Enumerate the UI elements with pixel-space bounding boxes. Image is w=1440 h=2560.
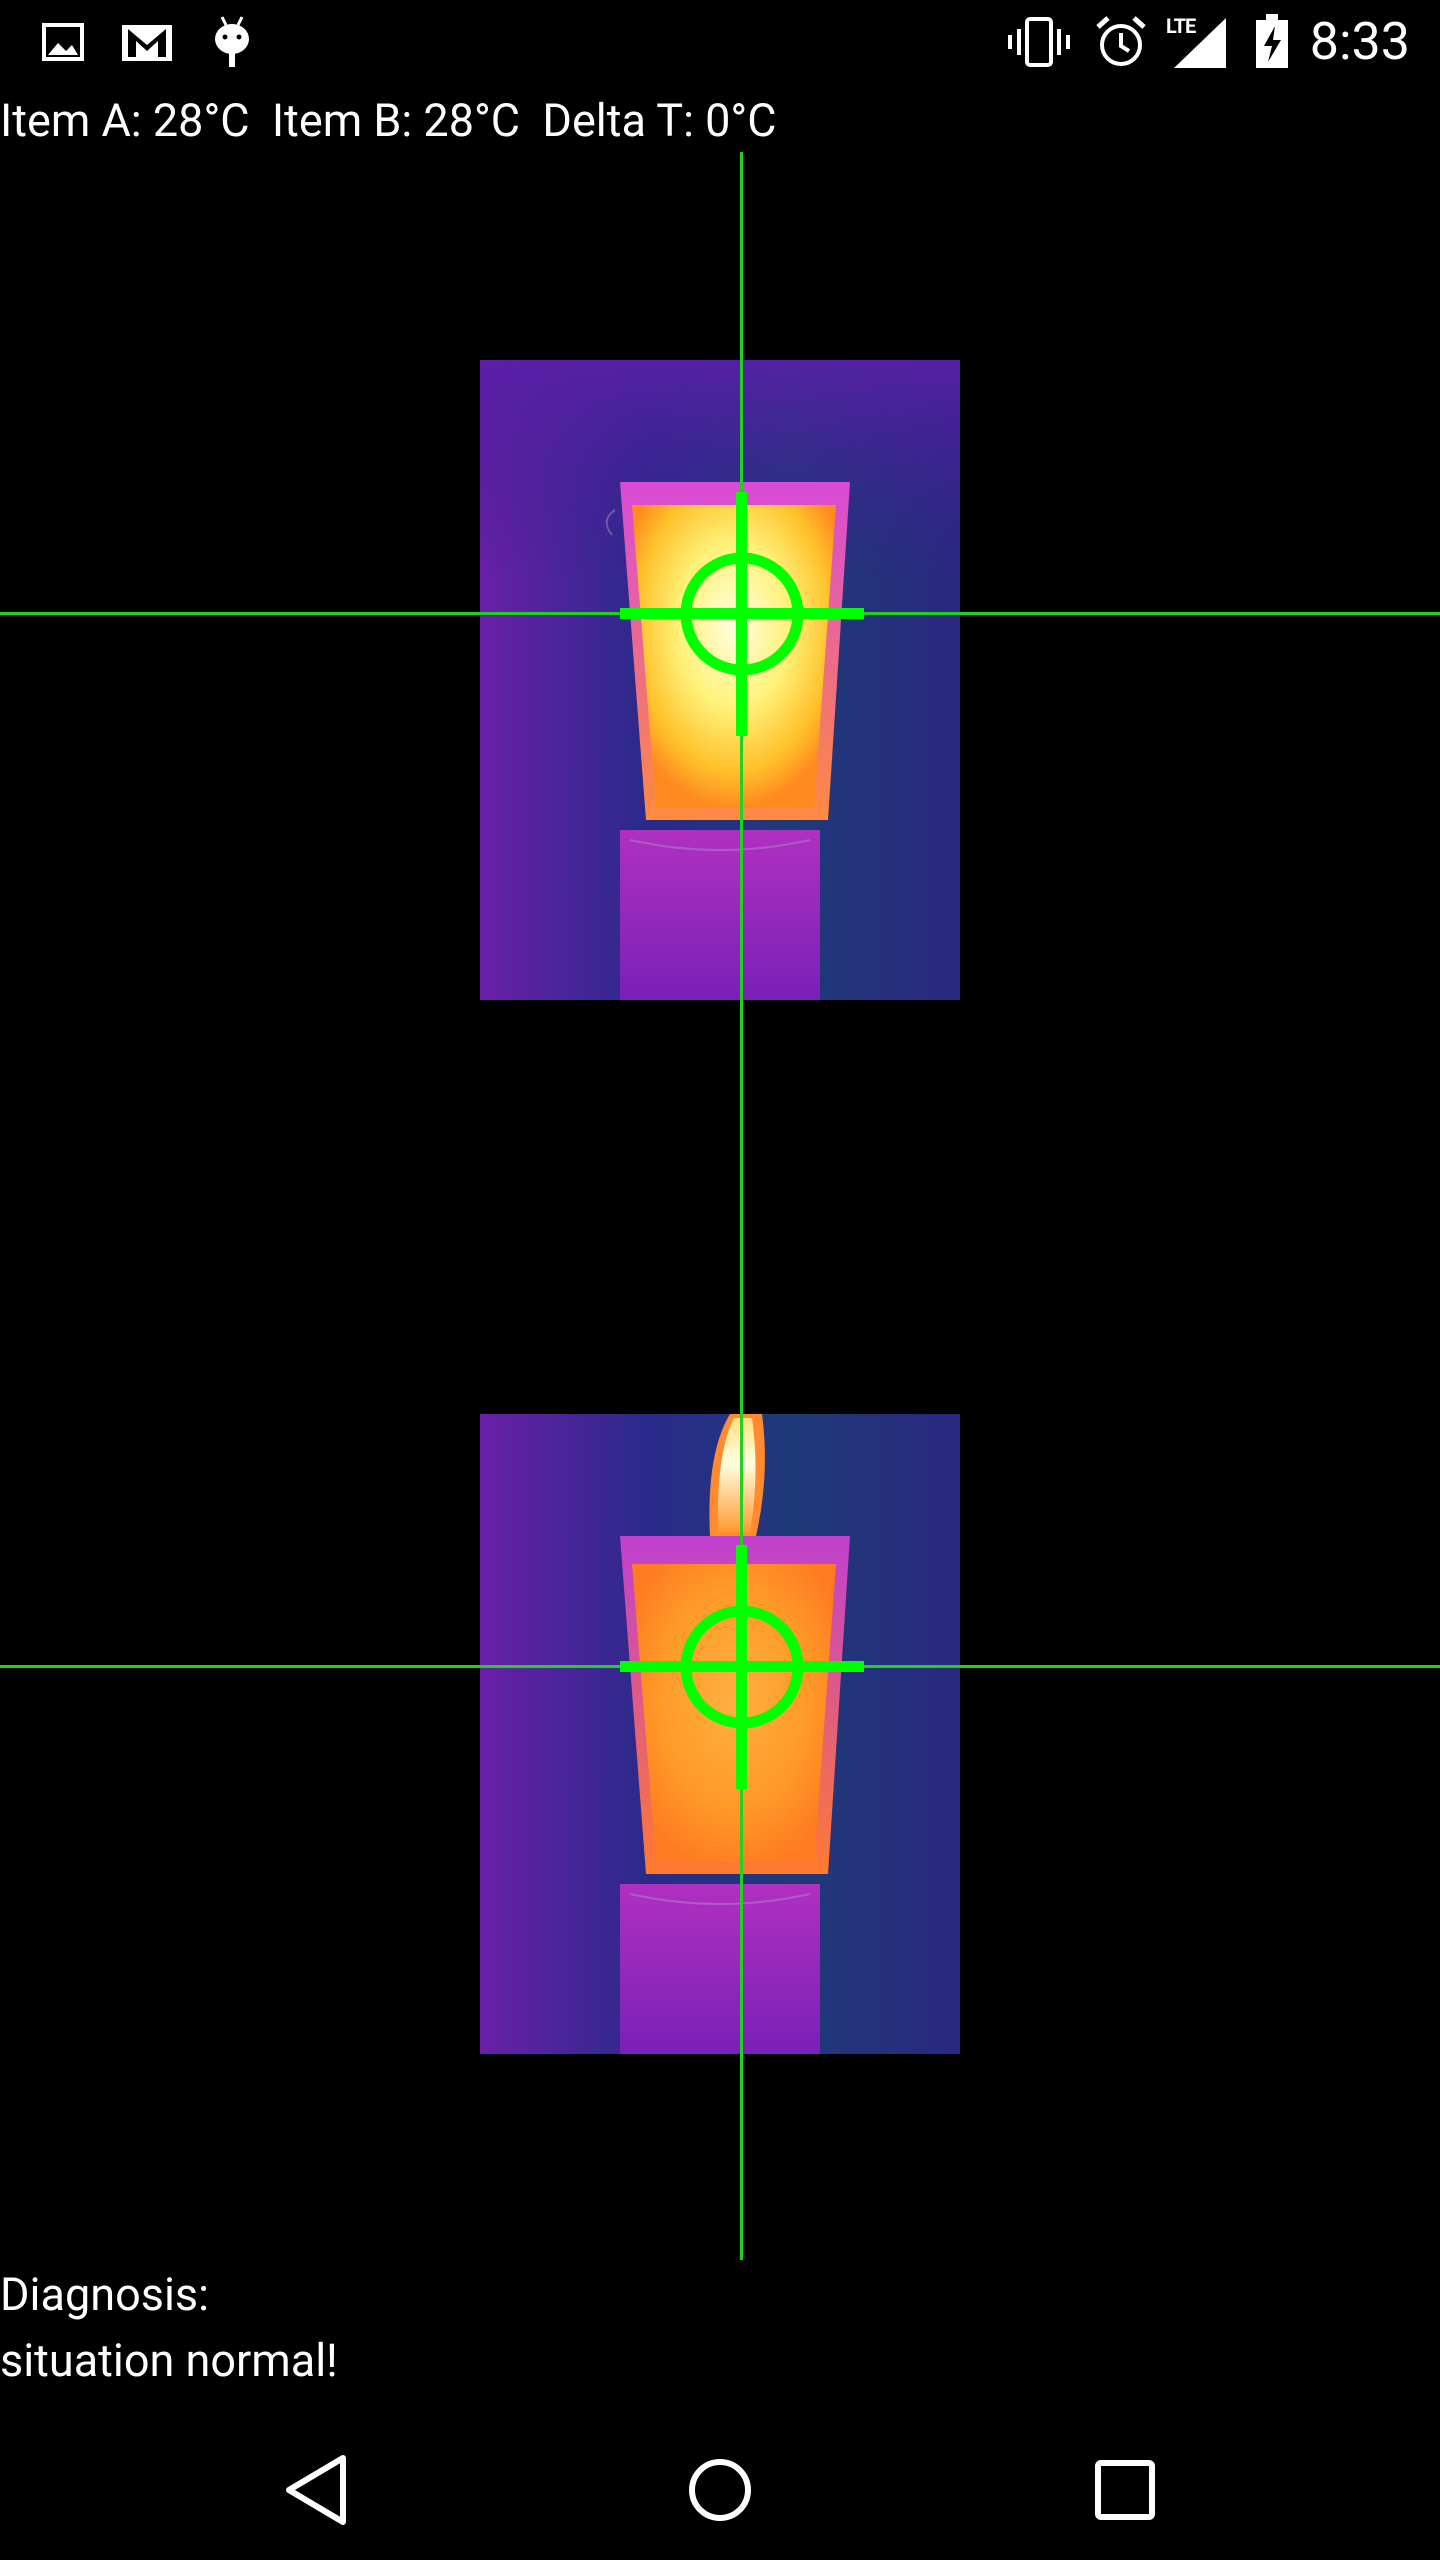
gallery-icon [40,14,86,70]
vibrate-icon [1006,14,1072,70]
gmail-icon [120,14,174,70]
thermal-view-item-b[interactable] [480,1414,960,2054]
crosshair-target-icon-b[interactable] [612,1537,872,1797]
recents-square-icon [1095,2460,1155,2520]
back-triangle-icon [286,2455,346,2525]
nav-back-button[interactable] [256,2440,376,2540]
diagnosis-label: Diagnosis: [0,2268,210,2321]
android-debug-icon [210,14,254,70]
battery-charging-icon [1252,14,1292,70]
signal-icon [1166,14,1228,70]
diagnosis-panel: Diagnosis: situation normal! [0,2262,338,2394]
network-type-label: LTE [1166,14,1196,38]
nav-home-button[interactable] [660,2440,780,2540]
temperature-readout: Item A: 28°C Item B: 28°C Delta T: 0°C [0,94,777,147]
alarm-icon [1094,14,1148,70]
crosshair-vertical-line [740,152,743,2260]
nav-recents-button[interactable] [1065,2440,1185,2540]
status-bar: LTE 8:33 [0,0,1440,84]
status-clock: 8:33 [1309,11,1410,72]
diagnosis-result: situation normal! [0,2334,338,2387]
home-circle-icon [689,2459,751,2521]
crosshair-target-icon-a[interactable] [612,484,872,744]
thermal-view-item-a[interactable] [480,360,960,1000]
navigation-bar [0,2420,1440,2560]
